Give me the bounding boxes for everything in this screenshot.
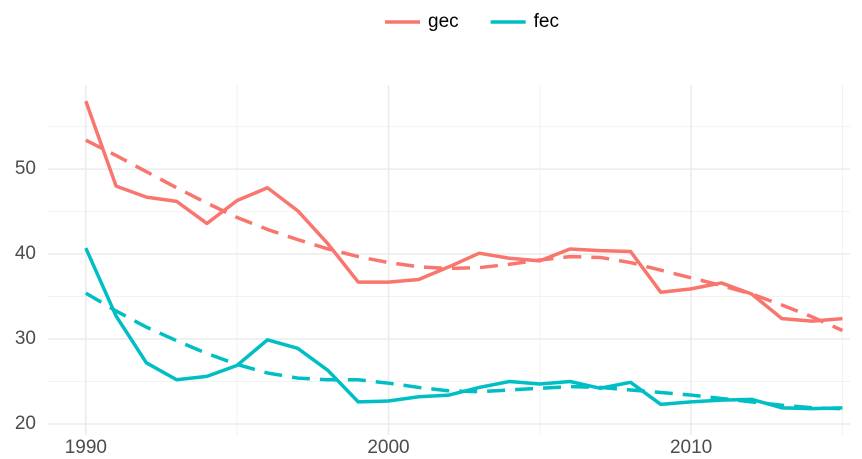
x-tick-label: 2000 [367, 437, 409, 458]
legend-label: gec [428, 11, 459, 32]
y-tick-label: 40 [15, 243, 36, 264]
x-tick-label: 1990 [65, 437, 107, 458]
y-tick-label: 50 [15, 158, 36, 179]
y-tick-label: 20 [15, 413, 36, 434]
legend-label: fec [534, 11, 559, 32]
series-line [84, 247, 843, 411]
series-line [85, 138, 844, 333]
series-line [84, 291, 843, 411]
y-tick-label: 30 [15, 328, 36, 349]
x-tick-label: 2010 [670, 437, 712, 458]
